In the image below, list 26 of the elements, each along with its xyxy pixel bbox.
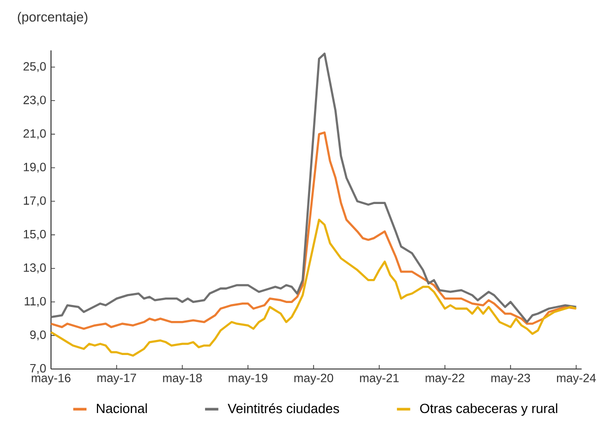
- line-series: [50, 52, 578, 324]
- x-tick-label: may-20: [294, 374, 334, 385]
- x-tick-label: may-21: [360, 374, 399, 385]
- y-tick-label: 17,0: [24, 196, 46, 206]
- x-tick-label: may-22: [426, 374, 464, 385]
- y-tick-label: 21,0: [24, 129, 46, 140]
- y-tick-label: 23,0: [24, 96, 46, 106]
- y-tick-label: 25,0: [24, 62, 46, 72]
- y-tick-label: 13,0: [24, 263, 46, 274]
- y-tick-label: 7,0: [30, 364, 46, 374]
- x-tick-label: may-18: [163, 374, 202, 385]
- line-series: [50, 131, 578, 330]
- line-series: [50, 218, 578, 357]
- y-tick-label: 9,0: [30, 330, 46, 340]
- x-tick-label: may-16: [32, 374, 70, 385]
- x-tick-label: may-19: [228, 374, 268, 385]
- x-tick-label: may-23: [491, 374, 530, 385]
- y-axis-title: (porcentaje): [18, 12, 88, 24]
- y-tick-label: 19,0: [24, 162, 46, 173]
- legend-label: Nacional: [96, 403, 147, 414]
- legend-label: Otras cabeceras y rural: [420, 403, 558, 416]
- y-tick-label: 15,0: [24, 230, 46, 240]
- y-tick-label: 11,0: [24, 296, 46, 307]
- x-tick-label: may-24: [556, 374, 596, 385]
- legend-label: Veintitrés ciudades: [228, 403, 340, 414]
- x-tick-label: may-17: [97, 374, 136, 384]
